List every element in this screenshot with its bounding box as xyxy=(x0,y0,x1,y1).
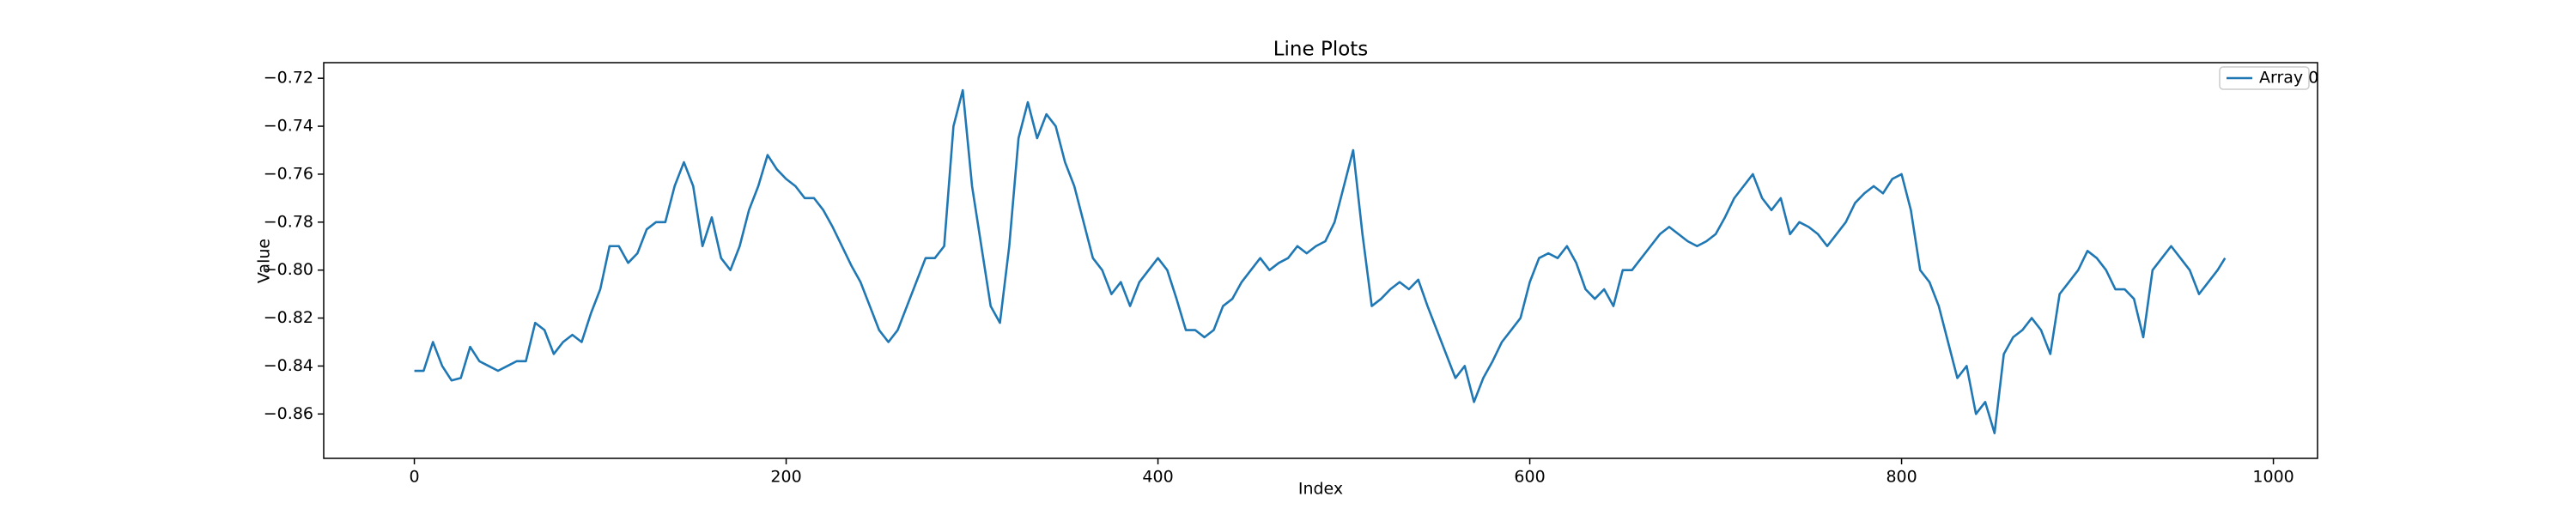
y-axis-label: Value xyxy=(255,239,274,283)
legend-box xyxy=(2219,66,2310,90)
chart-title: Line Plots xyxy=(1273,39,1369,61)
x-tick-label: 0 xyxy=(409,468,419,487)
legend-label: Array 0 xyxy=(2259,69,2318,88)
x-tick-label: 600 xyxy=(1514,468,1545,487)
x-tick-label: 800 xyxy=(1886,468,1917,487)
x-tick-label: 400 xyxy=(1142,468,1173,487)
plot-frame xyxy=(323,62,2318,459)
y-tick-label: −0.82 xyxy=(264,308,313,327)
data-line xyxy=(414,88,2227,434)
x-tick-label: 200 xyxy=(770,468,801,487)
y-tick-label: −0.80 xyxy=(264,260,313,279)
y-tick-label: −0.86 xyxy=(264,404,313,423)
y-tick-label: −0.78 xyxy=(264,212,313,231)
y-tick-label: −0.76 xyxy=(264,164,313,183)
x-axis-label: Index xyxy=(1298,480,1343,499)
y-tick-label: −0.74 xyxy=(264,117,313,136)
x-tick-label: 1000 xyxy=(2252,468,2293,487)
y-tick-label: −0.84 xyxy=(264,356,313,375)
y-tick-label: −0.72 xyxy=(264,69,313,88)
